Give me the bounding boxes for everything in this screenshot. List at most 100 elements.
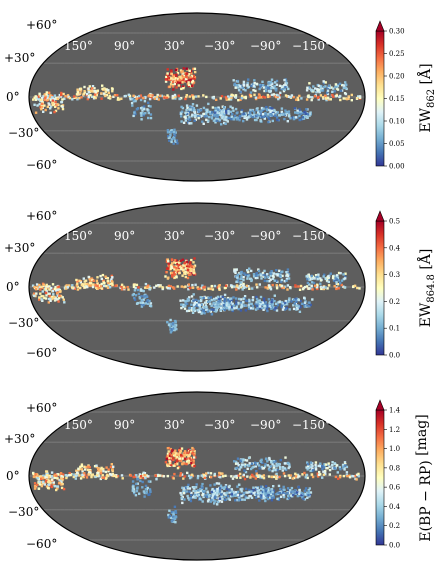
sky-cell — [200, 474, 203, 477]
sky-cell — [242, 119, 245, 123]
sky-cell — [263, 89, 266, 93]
sky-cell — [328, 465, 331, 468]
sky-cell — [218, 288, 221, 291]
sky-cell — [198, 496, 201, 499]
sky-cell — [204, 108, 208, 111]
sky-cell — [231, 94, 235, 97]
sky-cell — [296, 96, 299, 99]
sky-cell — [87, 91, 90, 94]
sky-cell — [110, 473, 113, 477]
sky-cell — [230, 118, 233, 121]
sky-cell — [83, 85, 86, 89]
sky-cell — [309, 113, 312, 116]
sky-cell — [355, 478, 358, 481]
sky-cell — [155, 97, 158, 100]
sky-cell — [36, 475, 39, 478]
sky-cell — [95, 286, 98, 289]
sky-cell — [194, 496, 197, 499]
sky-cell — [252, 486, 255, 489]
sky-cell — [325, 97, 328, 100]
sky-cell — [107, 286, 110, 289]
sky-cell — [338, 82, 342, 85]
sky-cell — [104, 90, 107, 94]
sky-cell — [195, 304, 198, 307]
sky-cell — [287, 277, 291, 280]
sky-cell — [267, 298, 271, 301]
sky-cell — [199, 287, 202, 291]
sky-cell — [169, 323, 173, 326]
sky-cell — [282, 286, 286, 289]
sky-cell — [166, 321, 169, 324]
sky-cell — [79, 286, 82, 290]
sky-cell — [287, 298, 291, 302]
sky-cell — [242, 286, 245, 289]
sky-cell — [254, 463, 258, 466]
sky-cell — [240, 94, 244, 98]
sky-cell — [57, 285, 61, 288]
sky-cell — [145, 300, 148, 303]
sky-cell — [45, 476, 49, 479]
sky-cell — [100, 97, 103, 100]
sky-cell — [275, 287, 279, 290]
sky-cell — [324, 463, 328, 466]
sky-cell — [326, 467, 329, 470]
sky-cell — [307, 492, 310, 495]
sky-cell — [181, 305, 185, 308]
sky-cell — [142, 295, 146, 298]
sky-cell — [38, 298, 41, 301]
sky-cell — [170, 130, 173, 134]
sky-cell — [247, 305, 251, 308]
sky-cell — [220, 95, 224, 98]
sky-cell — [269, 274, 272, 277]
sky-cell — [165, 96, 169, 99]
sky-cell — [99, 472, 103, 475]
sky-cell — [185, 72, 189, 75]
sky-map-data — [31, 257, 361, 334]
sky-cell — [233, 492, 236, 495]
sky-cell — [193, 302, 196, 306]
sky-cell — [224, 284, 228, 287]
colorbar-tick-label: 0.0 — [389, 542, 400, 550]
sky-cell — [203, 494, 206, 497]
sky-cell — [292, 95, 295, 99]
sky-cell — [276, 301, 280, 304]
sky-cell — [165, 75, 168, 79]
sky-cell — [282, 89, 286, 93]
colorbar-tick-label: 1.4 — [389, 407, 401, 415]
sky-cell — [261, 475, 264, 478]
sky-cell — [338, 476, 342, 479]
sky-cell — [176, 79, 180, 82]
sky-cell — [96, 282, 99, 285]
sky-cell — [51, 289, 55, 293]
sky-cell — [113, 94, 117, 97]
sky-cell — [182, 477, 185, 480]
sky-cell — [277, 491, 280, 494]
sky-cell — [269, 272, 273, 275]
sky-cell — [223, 486, 226, 489]
sky-cell — [311, 464, 314, 468]
sky-cell — [197, 474, 200, 478]
sky-cell — [278, 466, 282, 469]
sky-cell — [306, 468, 309, 471]
sky-cell — [202, 94, 205, 97]
sky-cell — [276, 274, 279, 277]
sky-cell — [252, 89, 255, 92]
sky-cell — [244, 470, 248, 474]
sky-cell — [49, 481, 52, 484]
sky-cell — [40, 102, 44, 105]
sky-cell — [322, 80, 325, 83]
sky-cell — [202, 122, 205, 125]
sky-cell — [281, 466, 285, 469]
sky-cell — [286, 268, 290, 271]
sky-cell — [348, 476, 352, 479]
sky-cell — [35, 288, 38, 291]
sky-cell — [94, 283, 97, 287]
colorbar-gradient — [375, 30, 385, 167]
lat-tick-m30: −30° — [8, 316, 39, 330]
sky-cell — [227, 98, 231, 101]
sky-cell — [272, 468, 275, 471]
sky-cell — [206, 296, 209, 299]
sky-cell — [308, 95, 312, 99]
sky-cell — [131, 485, 135, 488]
sky-cell — [41, 476, 45, 479]
